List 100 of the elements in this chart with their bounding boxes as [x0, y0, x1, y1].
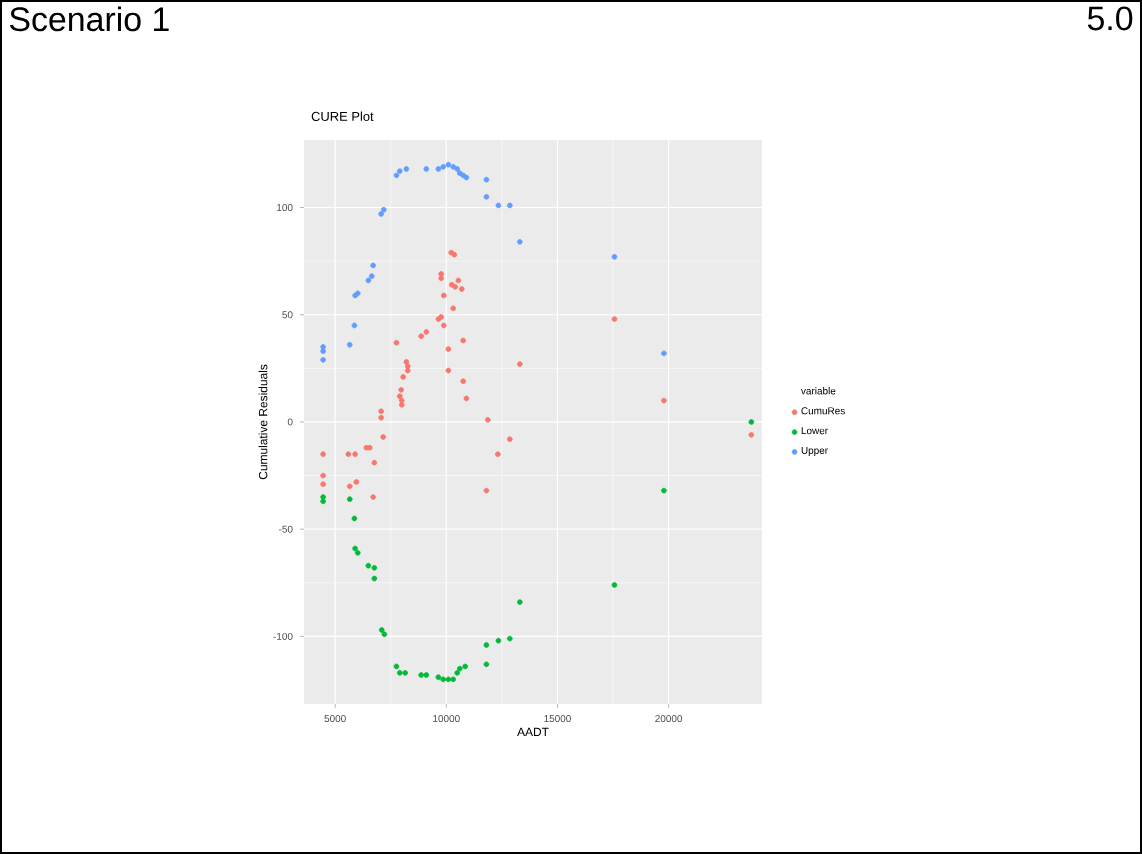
point — [353, 479, 360, 485]
point — [320, 481, 326, 487]
point — [463, 174, 470, 181]
point — [517, 361, 523, 367]
point — [463, 395, 470, 402]
point — [423, 166, 430, 172]
point — [378, 414, 384, 421]
point — [460, 378, 466, 385]
point — [396, 393, 403, 400]
point — [378, 627, 385, 633]
point — [611, 316, 618, 322]
point — [456, 170, 463, 177]
point — [404, 363, 411, 370]
point — [459, 286, 465, 292]
point — [403, 166, 410, 172]
point — [445, 161, 452, 168]
point — [371, 565, 378, 571]
point — [423, 672, 430, 678]
point — [423, 329, 430, 335]
text: Scenario 1 — [9, 6, 169, 32]
point — [345, 451, 352, 457]
point — [661, 487, 667, 494]
point — [404, 367, 411, 374]
point — [398, 402, 405, 408]
point — [450, 676, 456, 683]
point — [483, 487, 490, 494]
point — [371, 459, 378, 466]
point — [351, 322, 358, 329]
point — [454, 670, 460, 676]
point — [320, 451, 326, 457]
point — [611, 254, 618, 260]
point — [452, 284, 458, 290]
point — [517, 239, 523, 245]
point — [495, 451, 501, 457]
point — [378, 211, 384, 217]
point — [495, 202, 502, 209]
point — [507, 436, 513, 442]
point — [320, 348, 326, 354]
point — [370, 262, 376, 269]
point — [396, 670, 403, 676]
point — [661, 397, 667, 404]
point — [368, 273, 375, 279]
point — [418, 333, 424, 339]
point — [454, 166, 460, 172]
point — [370, 494, 376, 500]
point — [456, 665, 463, 672]
point — [378, 408, 384, 415]
point — [438, 275, 444, 282]
point — [320, 344, 326, 350]
point — [450, 163, 456, 170]
point — [352, 545, 358, 552]
point — [485, 417, 491, 423]
point — [435, 674, 442, 680]
point — [450, 305, 456, 312]
point — [445, 676, 452, 683]
point — [380, 206, 387, 213]
point — [371, 575, 378, 582]
point — [507, 635, 513, 642]
point — [440, 322, 447, 329]
point — [611, 582, 618, 588]
point — [320, 498, 326, 505]
point — [440, 163, 446, 170]
point — [440, 292, 447, 299]
point — [393, 663, 400, 670]
point — [346, 341, 353, 348]
text: 5.0 — [1087, 6, 1133, 31]
point — [440, 676, 446, 683]
point — [483, 642, 490, 648]
point — [517, 599, 523, 605]
point — [381, 631, 388, 638]
point — [346, 483, 353, 490]
point — [661, 350, 667, 357]
point — [748, 432, 755, 438]
point — [445, 367, 452, 374]
point — [351, 515, 358, 522]
point — [483, 194, 490, 200]
point — [438, 271, 444, 277]
point — [320, 356, 326, 363]
point — [320, 494, 326, 500]
point — [483, 661, 490, 668]
point — [483, 176, 490, 183]
point — [354, 549, 361, 556]
point — [402, 670, 408, 676]
point — [460, 337, 466, 344]
point — [393, 172, 400, 179]
point — [445, 346, 452, 352]
point — [320, 472, 326, 479]
point — [403, 359, 410, 365]
point — [455, 277, 462, 284]
point — [396, 168, 403, 174]
point — [393, 339, 400, 346]
point — [380, 434, 386, 440]
point — [365, 562, 372, 569]
point — [398, 387, 404, 393]
point — [448, 281, 455, 288]
point — [495, 637, 502, 644]
point — [418, 672, 424, 678]
point — [346, 496, 353, 502]
point — [398, 397, 405, 404]
point — [462, 663, 468, 670]
